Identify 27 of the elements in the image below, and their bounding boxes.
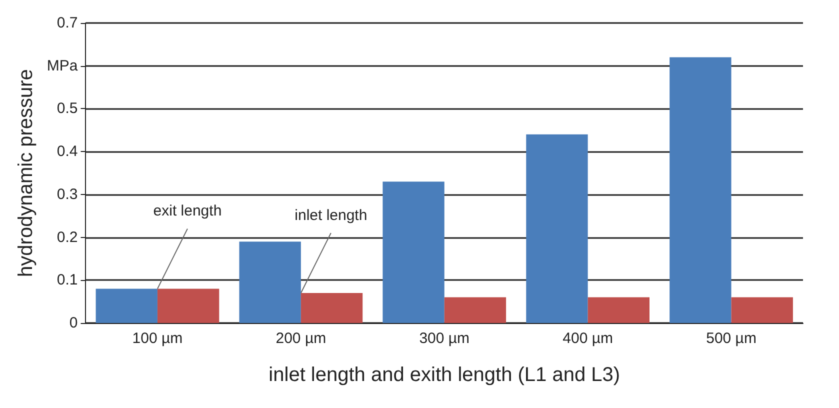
y-tick-label: 0.4	[56, 143, 78, 160]
x-tick-label: 100 µm	[132, 330, 183, 347]
y-tick-label: MPa	[46, 57, 78, 74]
x-tick-label: 300 µm	[419, 330, 470, 347]
y-tick-label: 0.3	[56, 186, 78, 203]
bar	[239, 242, 301, 323]
x-axis-title: inlet length and exith length (L1 and L3)	[268, 364, 620, 386]
bar	[670, 57, 732, 323]
bar	[157, 288, 220, 323]
bar	[588, 297, 650, 323]
bar	[526, 134, 588, 323]
x-tick-label: 200 µm	[276, 330, 326, 347]
y-tick-label: 0.1	[56, 272, 78, 289]
annotation: inlet length	[294, 207, 368, 224]
y-tick-label: 0	[69, 314, 78, 332]
bar	[382, 182, 444, 323]
y-axis-title: hydrodynamic pressure	[15, 69, 37, 277]
y-tick-label: 0.5	[56, 100, 78, 118]
y-tick-label: 0.7	[56, 14, 78, 32]
y-tick-label: 0.2	[56, 228, 78, 246]
x-tick-label: 500 µm	[706, 330, 756, 347]
bar	[731, 297, 793, 323]
x-tick-label: 400 µm	[562, 330, 613, 347]
bar	[444, 297, 506, 323]
bar	[96, 288, 158, 323]
bar	[300, 293, 363, 323]
annotation: exit length	[153, 202, 222, 220]
